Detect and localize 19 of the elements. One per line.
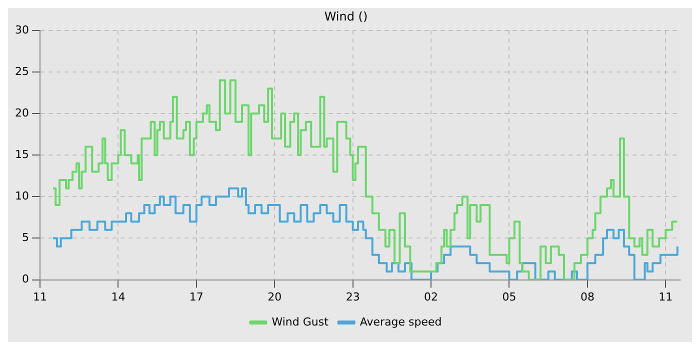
y-tick-label: 15	[14, 148, 29, 161]
x-tick-label: 08	[580, 290, 594, 304]
x-tick-label: 11	[32, 290, 47, 304]
y-tick-label: 30	[14, 23, 29, 36]
x-tick-label: 05	[502, 290, 516, 304]
y-tick-label: 20	[14, 106, 29, 120]
legend-label: Average speed	[360, 315, 442, 328]
y-tick-label: 25	[14, 64, 29, 78]
legend-label: Wind Gust	[272, 315, 330, 328]
y-tick-label: 5	[22, 231, 29, 244]
x-tick-label: 11	[658, 290, 673, 304]
y-tick-label: 10	[14, 190, 29, 203]
y-tick-label: 0	[22, 272, 29, 286]
x-tick-label: 17	[189, 290, 204, 304]
x-tick-label: 14	[111, 290, 126, 304]
x-tick-label: 20	[268, 290, 282, 304]
x-tick-label: 23	[346, 290, 360, 304]
chart-title: Wind ()	[324, 9, 368, 24]
x-tick-label: 02	[424, 290, 438, 304]
